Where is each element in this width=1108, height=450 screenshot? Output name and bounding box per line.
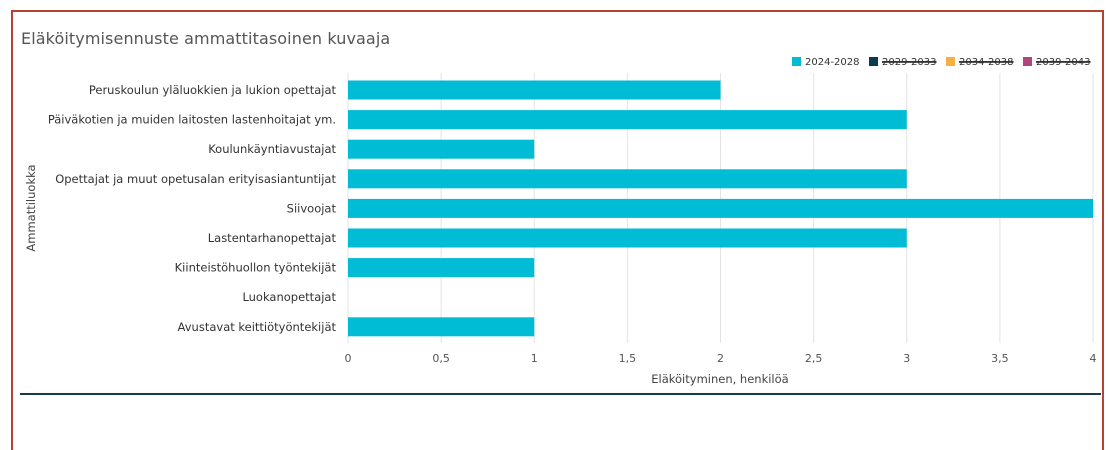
category-label: Siivoojat xyxy=(287,201,337,215)
bar[interactable] xyxy=(348,169,907,189)
bar[interactable] xyxy=(348,317,535,337)
legend-item[interactable]: 2039-2043 xyxy=(1023,57,1091,68)
bar[interactable] xyxy=(348,139,535,159)
bar[interactable] xyxy=(348,110,907,130)
bar[interactable] xyxy=(348,228,907,248)
category-label: Päiväkotien ja muiden laitosten lastenho… xyxy=(48,113,336,127)
legend-item[interactable]: 2034-2038 xyxy=(946,57,1014,68)
bar[interactable] xyxy=(348,198,1093,218)
bar[interactable] xyxy=(348,258,535,278)
legend-swatch xyxy=(946,57,955,66)
legend-item[interactable]: 2029-2033 xyxy=(869,57,937,68)
y-axis-title: Ammattiluokka xyxy=(24,164,38,251)
category-label: Peruskoulun yläluokkien ja lukion opetta… xyxy=(89,83,337,97)
x-tick-label: 1 xyxy=(531,352,538,365)
x-tick-label: 0,5 xyxy=(432,352,450,365)
legend-label: 2034-2038 xyxy=(959,57,1014,68)
legend-label: 2039-2043 xyxy=(1036,57,1091,68)
category-label: Koulunkäyntiavustajat xyxy=(208,142,336,156)
legend-swatch xyxy=(869,57,878,66)
category-label: Luokanopettajat xyxy=(242,290,336,304)
x-tick-label: 4 xyxy=(1090,352,1097,365)
x-tick-label: 2 xyxy=(717,352,724,365)
x-tick-label: 3 xyxy=(903,352,910,365)
x-axis-title: Eläköityminen, henkilöä xyxy=(651,372,788,386)
category-label: Kiinteistöhuollon työntekijät xyxy=(175,261,337,275)
x-tick-label: 1,5 xyxy=(619,352,637,365)
category-label: Opettajat ja muut opetusalan erityisasia… xyxy=(55,172,336,186)
legend-swatch xyxy=(1023,57,1032,66)
x-tick-label: 0 xyxy=(345,352,352,365)
chart-title: Eläköitymisennuste ammattitasoinen kuvaa… xyxy=(21,29,391,48)
bottom-divider xyxy=(20,393,1101,395)
legend-item[interactable]: 2024-2028 xyxy=(792,57,860,68)
category-label: Lastentarhanopettajat xyxy=(208,231,337,245)
bars-layer xyxy=(348,80,1093,337)
legend-swatch xyxy=(792,57,801,66)
chart-frame xyxy=(11,10,1104,450)
bar[interactable] xyxy=(348,80,721,100)
legend[interactable]: 2024-2028 2029-2033 2034-2038 2039-2043 xyxy=(792,57,1091,68)
x-tick-label: 3,5 xyxy=(991,352,1009,365)
legend-label: 2024-2028 xyxy=(805,57,860,68)
x-tick-label: 2,5 xyxy=(805,352,823,365)
category-label: Avustavat keittiötyöntekijät xyxy=(178,320,337,334)
legend-label: 2029-2033 xyxy=(882,57,937,68)
x-tick-labels: 0 0,5 1 1,5 2 2,5 3 3,5 4 xyxy=(345,352,1097,365)
category-labels: Peruskoulun yläluokkien ja lukion opetta… xyxy=(48,83,337,334)
